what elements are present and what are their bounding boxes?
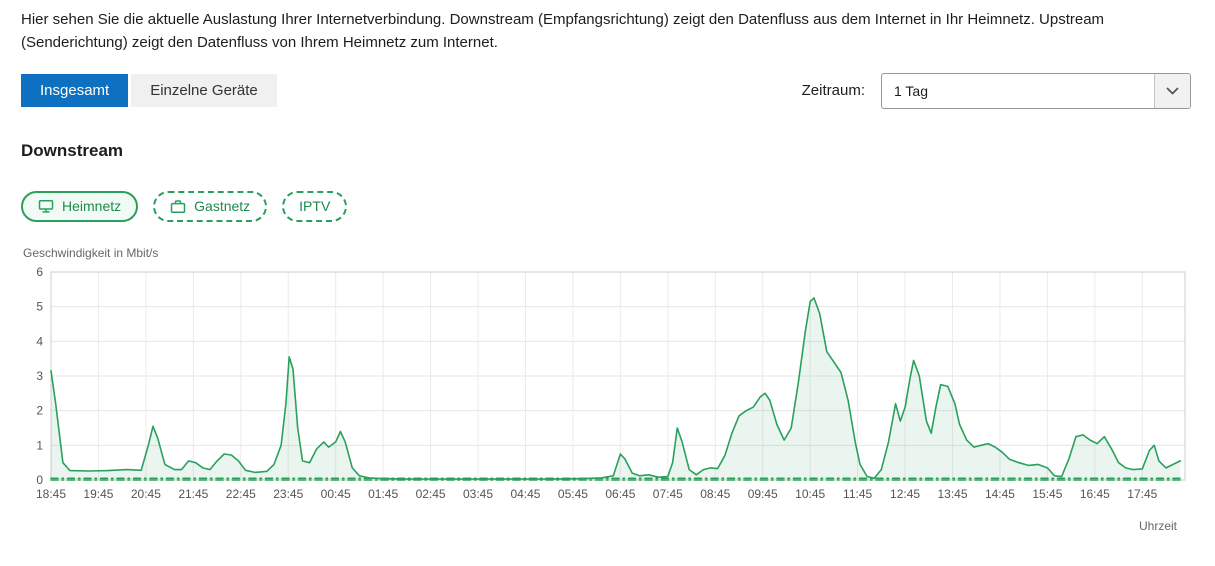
filter-label: Heimnetz — [62, 198, 122, 214]
filter-label: IPTV — [299, 198, 331, 214]
svg-text:2: 2 — [36, 403, 43, 417]
chevron-down-icon[interactable] — [1154, 73, 1190, 108]
svg-text:12:45: 12:45 — [890, 487, 920, 501]
svg-text:00:45: 00:45 — [321, 487, 351, 501]
page-description: Hier sehen Sie die aktuelle Auslastung I… — [21, 11, 1105, 52]
svg-text:06:45: 06:45 — [605, 487, 635, 501]
svg-text:07:45: 07:45 — [653, 487, 683, 501]
svg-text:15:45: 15:45 — [1032, 487, 1062, 501]
svg-text:10:45: 10:45 — [795, 487, 825, 501]
svg-text:08:45: 08:45 — [700, 487, 730, 501]
svg-text:17:45: 17:45 — [1127, 487, 1157, 501]
svg-text:09:45: 09:45 — [748, 487, 778, 501]
view-tabs: Insgesamt Einzelne Geräte — [21, 74, 277, 107]
downstream-chart: 0 1 2 3 4 5 6 18:45 19:45 20:45 21:45 22:45 23:45 00:… — [36, 265, 1186, 501]
zeitraum-select[interactable]: 1 Tag — [881, 72, 1191, 109]
x-axis-title: Uhrzeit — [1138, 518, 1177, 533]
svg-text:21:45: 21:45 — [178, 487, 208, 501]
tab-einzelne-geraete[interactable]: Einzelne Geräte — [131, 74, 277, 107]
filter-label: Gastnetz — [194, 198, 251, 214]
svg-text:05:45: 05:45 — [558, 487, 588, 501]
briefcase-icon — [170, 199, 186, 214]
svg-text:20:45: 20:45 — [131, 487, 161, 501]
filter-iptv[interactable]: IPTV — [282, 190, 348, 222]
y-axis-title: Geschwindigkeit in Mbit/s — [23, 245, 159, 260]
zeitraum-label: Zeitraum: — [801, 82, 865, 99]
svg-text:19:45: 19:45 — [83, 487, 113, 501]
svg-text:0: 0 — [36, 473, 43, 487]
network-filter-pills: Heimnetz Gastnetz IPTV — [21, 190, 1191, 222]
zeitraum-control: Zeitraum: 1 Tag — [801, 72, 1191, 109]
tab-insgesamt[interactable]: Insgesamt — [21, 74, 129, 107]
svg-text:04:45: 04:45 — [510, 487, 540, 501]
filter-heimnetz[interactable]: Heimnetz — [21, 190, 139, 222]
svg-text:5: 5 — [36, 299, 43, 313]
svg-text:6: 6 — [36, 265, 43, 279]
svg-text:01:45: 01:45 — [368, 487, 398, 501]
svg-text:3: 3 — [36, 369, 43, 383]
filter-gastnetz[interactable]: Gastnetz — [153, 190, 268, 222]
svg-text:14:45: 14:45 — [985, 487, 1015, 501]
svg-text:1: 1 — [36, 438, 43, 452]
zeitraum-selected-value: 1 Tag — [894, 82, 928, 99]
downstream-chart-section: Geschwindigkeit in Mbit/s 0 1 2 3 4 5 6 18:45 19… — [21, 246, 1191, 533]
svg-text:11:45: 11:45 — [843, 487, 872, 501]
svg-text:16:45: 16:45 — [1080, 487, 1110, 501]
monitor-network-icon — [38, 199, 54, 214]
controls-row: Insgesamt Einzelne Geräte Zeitraum: 1 Ta… — [21, 72, 1191, 109]
svg-text:4: 4 — [36, 334, 43, 348]
svg-text:03:45: 03:45 — [463, 487, 493, 501]
svg-text:02:45: 02:45 — [416, 487, 446, 501]
svg-text:23:45: 23:45 — [273, 487, 303, 501]
svg-text:22:45: 22:45 — [226, 487, 256, 501]
svg-text:18:45: 18:45 — [36, 487, 66, 501]
section-title-downstream: Downstream — [21, 140, 124, 160]
svg-text:13:45: 13:45 — [937, 487, 967, 501]
